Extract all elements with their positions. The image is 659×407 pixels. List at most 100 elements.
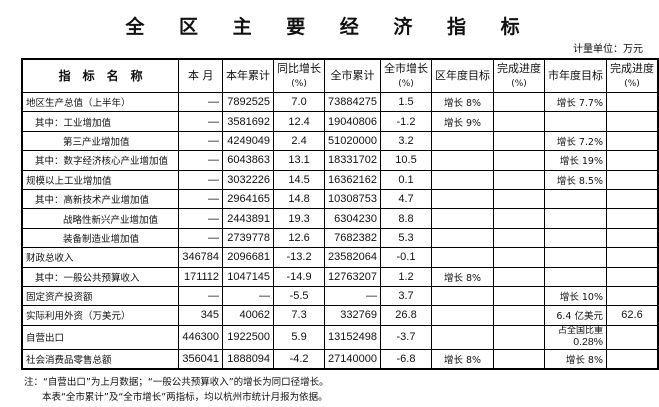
table-row: 实际利用外资（万美元） 345 40062 7.3 332769 26.8 6.4 亿美元 6…: [21, 305, 659, 326]
cell-month: —: [178, 111, 224, 132]
cell-month: —: [178, 208, 224, 229]
cell-district-progress: [493, 130, 545, 152]
table-row: 财政总收入 346784 2096681 -13.2 23582064 -0.1: [21, 247, 659, 268]
cell-name: 财政总收入: [21, 247, 180, 268]
cell-district-target: [431, 227, 494, 249]
footnotes: 注：“自营出口”为上月数据；“一般公共预算收入”的增长为同口径增长。 本表“全市…: [24, 375, 329, 405]
cell-city-ytd: 18331702: [324, 150, 381, 171]
header-city-progress-label: 完成进度: [610, 61, 654, 75]
cell-city-ytd: 16362162: [324, 169, 381, 190]
cell-city-progress: [606, 227, 659, 249]
cell-ytd: 2096681: [222, 247, 275, 268]
cell-district-target: [431, 130, 494, 152]
cell-district-target: [431, 188, 494, 210]
unit-label: 计量单位：万元: [573, 44, 643, 55]
cell-district-progress: [493, 266, 545, 287]
cell-month: —: [178, 227, 224, 249]
cell-ytd: 40062: [222, 305, 275, 326]
table-row: 自营出口 446300 1922500 5.9 13152498 -3.7 占全国比重 0.2…: [21, 324, 659, 350]
cell-city-progress: [606, 324, 659, 350]
cell-city-progress: [606, 169, 659, 190]
city-target-line-2: 0.28%: [573, 335, 603, 348]
cell-district-progress: [493, 91, 545, 113]
cell-district-progress: [493, 188, 545, 210]
cell-district-progress: [493, 150, 545, 171]
indicators-table: 指 标 名 称 本 月 本年累计 同比增长 (%) 全市累计 全市增长 (%) 区年…: [21, 58, 659, 371]
cell-yoy: 14.5: [273, 169, 326, 190]
cell-district-target: 增长 8%: [431, 91, 494, 113]
cell-name: 地区生产总值（上半年）: [21, 91, 180, 113]
cell-district-progress: [493, 285, 545, 307]
cell-city-ytd: 6304230: [324, 208, 381, 229]
table-row: 第三产业增加值 —4249049 2.4 51020000 3.2 增长 7.2%: [21, 130, 659, 152]
cell-yoy: 2.4: [273, 130, 326, 152]
cell-name: 装备制造业增加值: [21, 227, 180, 249]
cell-ytd: 1888094: [222, 348, 275, 370]
table-row: 其中：数字经济核心产业增加值 —6043863 13.1 18331702 10.5 增长…: [21, 150, 659, 171]
cell-district-target: [431, 150, 494, 171]
cell-ytd: 2739778: [222, 227, 275, 249]
cell-yoy: 13.1: [273, 150, 326, 171]
cell-district-target: [431, 208, 494, 229]
cell-city-target: 增长 19%: [544, 150, 607, 171]
cell-district-target: 增长 8%: [431, 348, 494, 370]
cell-name: 其中：一般公共预算收入: [21, 266, 180, 287]
cell-month: —: [178, 169, 224, 190]
table-row: 其中：高新技术产业增加值 —2964165 14.8 10308753 4.7: [21, 188, 659, 210]
cell-yoy: 5.9: [273, 324, 326, 350]
cell-city-growth: 1.5: [380, 91, 432, 113]
cell-city-ytd: 12763207: [324, 266, 381, 287]
cell-yoy: 14.8: [273, 188, 326, 210]
cell-city-growth: -6.8: [380, 348, 432, 370]
header-district-progress-unit: (%): [511, 78, 527, 89]
cell-city-growth: -1.2: [380, 111, 432, 132]
page-title: 全 区 主 要 经 济 指 标: [125, 16, 534, 38]
cell-month: 446300: [178, 324, 224, 350]
cell-ytd: 3032226: [222, 169, 275, 190]
cell-name: 实际利用外资（万美元）: [21, 305, 180, 326]
header-city-progress: 完成进度 (%): [606, 58, 659, 93]
footnote: 注：“自营出口”为上月数据；“一般公共预算收入”的增长为同口径增长。: [24, 377, 329, 388]
table-row: 其中：工业增加值 —3581692 12.4 19040806 -1.2 增长 9%: [21, 111, 659, 132]
cell-ytd: 4249049: [222, 130, 275, 152]
header-district-progress: 完成进度 (%): [493, 58, 545, 93]
cell-name: 第三产业增加值: [21, 130, 180, 152]
cell-city-progress: [606, 111, 659, 132]
cell-city-target: [544, 266, 607, 287]
cell-ytd: 3581692: [222, 111, 275, 132]
cell-city-growth: 10.5: [380, 150, 432, 171]
cell-month: —: [178, 91, 224, 113]
cell-month: —: [178, 130, 224, 152]
cell-district-progress: [493, 247, 545, 268]
cell-district-target: [431, 305, 494, 326]
cell-district-progress: [493, 208, 545, 229]
header-month: 本 月: [178, 58, 224, 93]
cell-city-target: 占全国比重 0.28%: [544, 324, 607, 350]
header-district-progress-label: 完成进度: [497, 61, 541, 75]
cell-district-progress: [493, 324, 545, 350]
header-yoy-label: 同比增长: [277, 61, 322, 75]
cell-city-progress: [606, 285, 659, 307]
cell-district-progress: [493, 305, 545, 326]
cell-district-progress: [493, 227, 545, 249]
cell-city-growth: -3.7: [380, 324, 432, 350]
cell-city-target: 6.4 亿美元: [544, 305, 607, 326]
cell-district-target: [431, 324, 494, 350]
cell-city-progress: [606, 188, 659, 210]
cell-ytd: 6043863: [222, 150, 275, 171]
table-row: 装备制造业增加值 —2739778 12.6 7682382 5.3: [21, 227, 659, 249]
cell-name: 其中：工业增加值: [21, 111, 180, 132]
cell-name: 自营出口: [21, 324, 180, 350]
table-header-row: 指 标 名 称 本 月 本年累计 同比增长 (%) 全市累计 全市增长 (%) 区年…: [21, 58, 659, 93]
cell-city-ytd: 51020000: [324, 130, 381, 152]
header-city-growth: 全市增长 (%): [380, 58, 432, 93]
cell-yoy: -13.2: [273, 247, 326, 268]
cell-city-ytd: 27140000: [324, 348, 381, 370]
cell-month: 345: [178, 305, 224, 326]
cell-name: 规模以上工业增加值: [21, 169, 180, 190]
cell-city-ytd: 73884275: [324, 91, 381, 113]
cell-name: 其中：高新技术产业增加值: [21, 188, 180, 210]
header-ytd: 本年累计: [222, 58, 275, 93]
cell-city-growth: 3.2: [380, 130, 432, 152]
cell-name: 固定资产投资额: [21, 285, 180, 307]
